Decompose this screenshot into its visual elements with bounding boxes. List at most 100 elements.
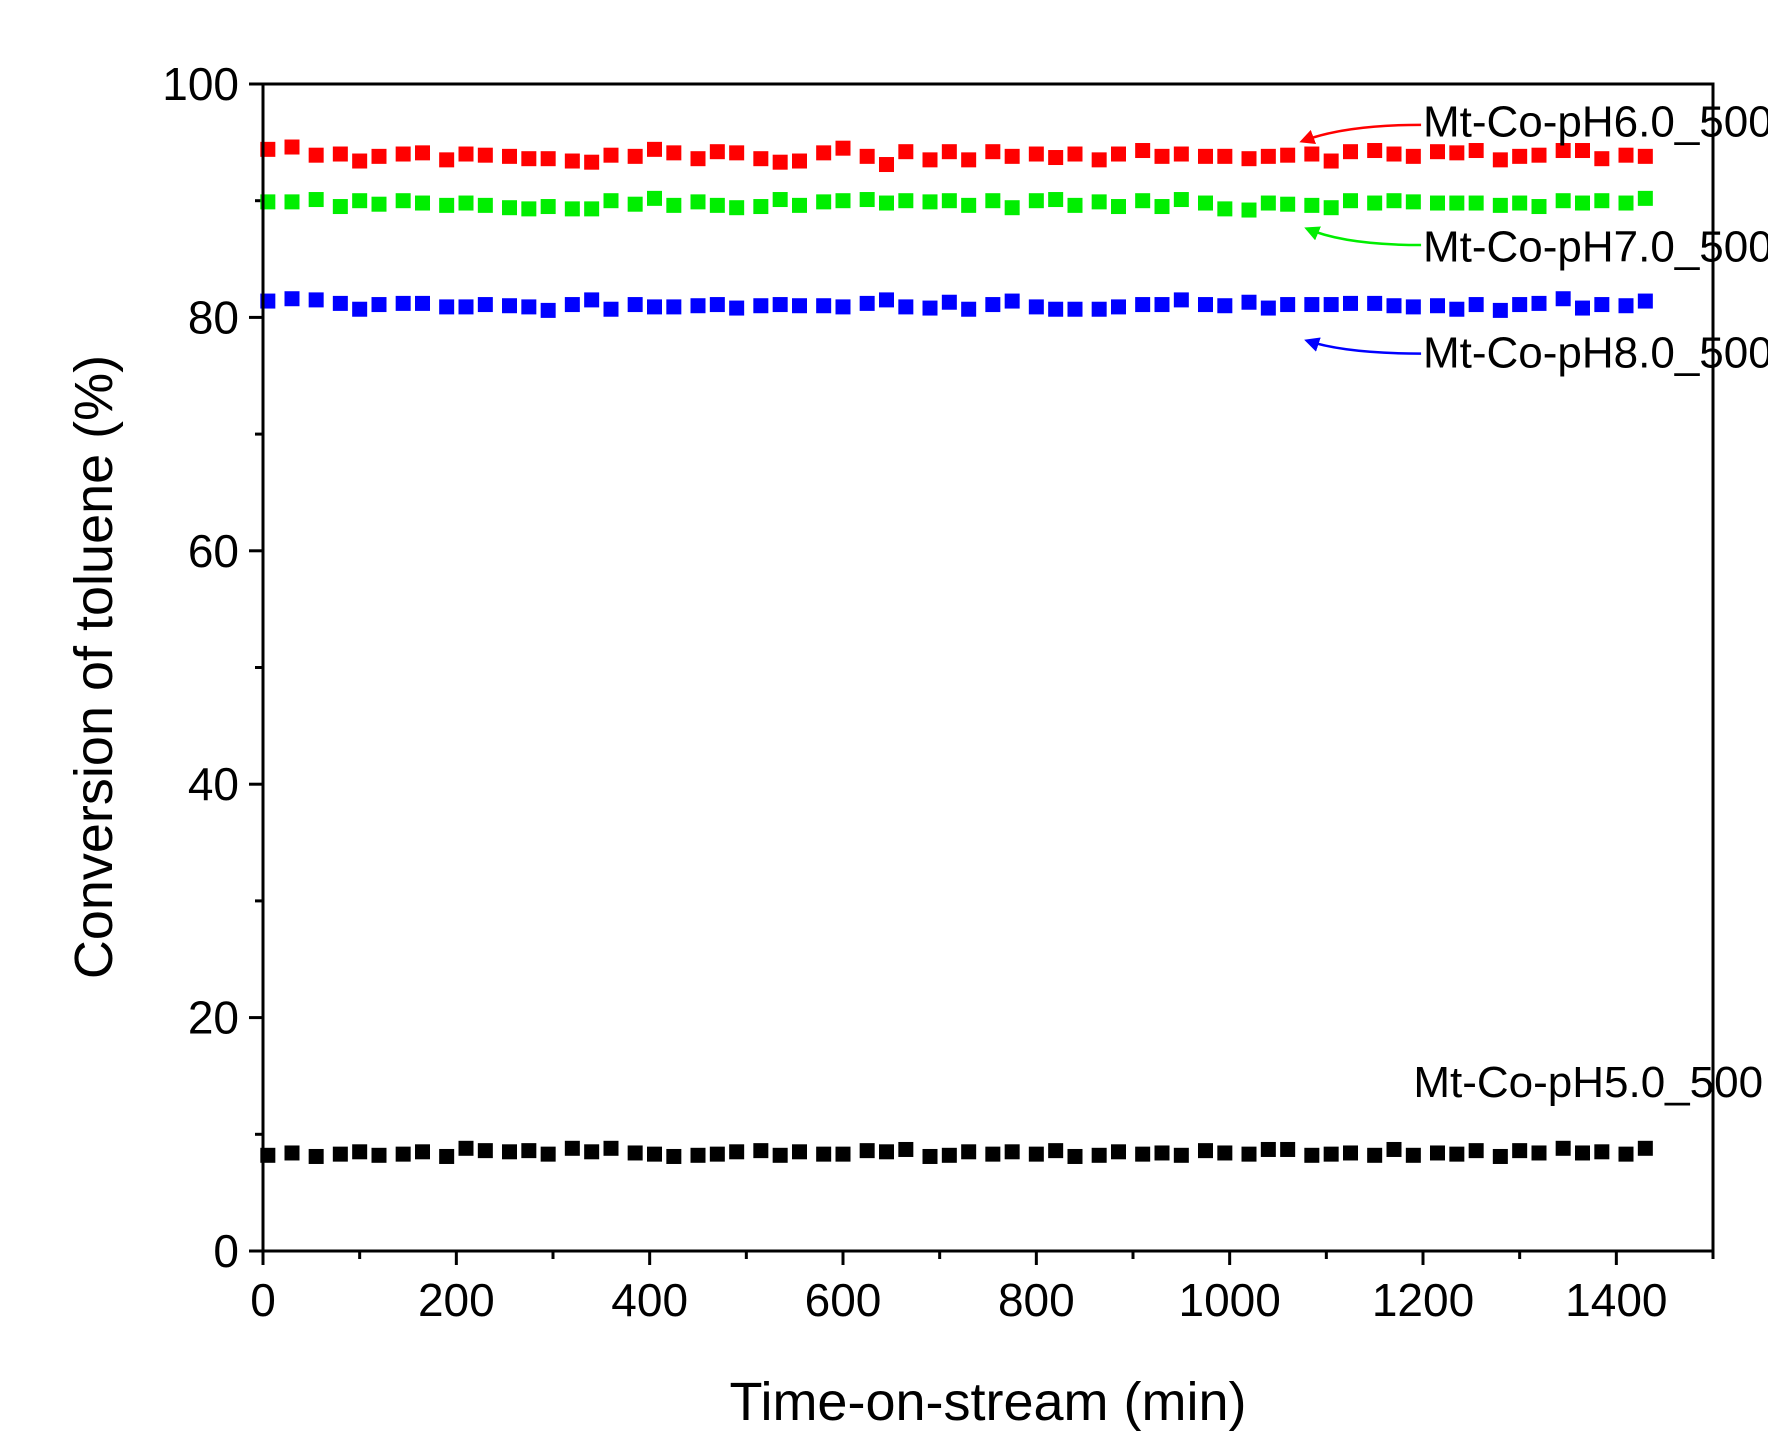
data-point — [1575, 1145, 1590, 1161]
data-point — [1492, 152, 1508, 168]
data-point — [1449, 301, 1465, 317]
data-point — [1004, 148, 1020, 164]
data-point — [1135, 1146, 1151, 1162]
y-tick-label: 40 — [188, 758, 239, 810]
data-point — [1637, 148, 1653, 164]
y-tick-label: 0 — [213, 1225, 239, 1277]
data-point — [1260, 1141, 1276, 1157]
data-point — [308, 1148, 324, 1164]
data-point — [1280, 147, 1296, 163]
data-point — [1430, 298, 1445, 314]
data-point — [1594, 151, 1610, 167]
data-point — [415, 295, 430, 311]
data-point — [666, 299, 682, 315]
data-point — [835, 193, 851, 209]
data-point — [1323, 1146, 1339, 1162]
data-point — [753, 151, 769, 167]
data-point — [521, 201, 537, 217]
data-point — [1323, 200, 1339, 216]
data-point — [1323, 153, 1339, 169]
data-point — [458, 299, 474, 315]
data-point — [1067, 146, 1083, 162]
data-point — [1343, 295, 1358, 311]
data-point — [816, 194, 832, 210]
data-point — [308, 192, 324, 208]
data-point — [835, 299, 851, 315]
data-point — [1217, 1145, 1233, 1161]
data-point — [1260, 195, 1276, 211]
data-point — [666, 1148, 682, 1164]
data-point — [1367, 195, 1383, 211]
data-point — [1618, 195, 1634, 211]
data-point — [961, 197, 977, 213]
x-tick-label: 0 — [250, 1274, 276, 1326]
data-point — [1304, 146, 1320, 162]
data-point — [332, 1146, 348, 1162]
data-point — [502, 148, 517, 164]
x-tick-label: 800 — [998, 1274, 1075, 1326]
data-point — [941, 193, 957, 209]
data-point — [1618, 298, 1634, 314]
data-point — [1280, 1141, 1296, 1157]
data-point — [1280, 297, 1296, 313]
data-point — [1173, 192, 1189, 208]
data-point — [352, 193, 368, 209]
data-point — [284, 291, 300, 307]
data-point — [1367, 295, 1383, 311]
data-point — [1067, 197, 1083, 213]
x-tick-label: 600 — [805, 1274, 882, 1326]
data-point — [941, 1147, 957, 1163]
data-point — [1241, 202, 1257, 218]
data-point — [352, 301, 368, 317]
data-point — [792, 153, 807, 169]
data-point — [1430, 195, 1445, 211]
data-point — [816, 298, 832, 314]
data-point — [603, 193, 619, 209]
data-point — [772, 297, 788, 313]
y-tick-label: 60 — [188, 525, 239, 577]
data-point — [792, 197, 807, 213]
data-point — [458, 1140, 474, 1156]
data-point — [395, 146, 411, 162]
data-point — [816, 1146, 832, 1162]
series-1 — [260, 139, 1653, 173]
data-point — [371, 297, 387, 313]
data-point — [772, 1147, 788, 1163]
data-point — [729, 300, 745, 316]
series-labels-layer: Mt-Co-pH6.0_500 Mt-Co-pH7.0_500 Mt-Co-pH8.… — [1299, 98, 1768, 1107]
data-point — [1555, 143, 1571, 159]
data-point — [985, 144, 1001, 160]
data-point — [1575, 143, 1590, 159]
data-point — [647, 1146, 662, 1162]
data-point — [941, 294, 957, 310]
data-point — [1343, 193, 1358, 209]
data-point — [690, 194, 706, 210]
data-point — [1241, 151, 1257, 167]
data-point — [922, 300, 938, 316]
data-point — [584, 201, 600, 217]
data-point — [1512, 195, 1528, 211]
series-label: Mt-Co-pH5.0_500 — [1413, 1058, 1763, 1107]
data-point — [502, 298, 517, 314]
data-point — [477, 197, 493, 213]
y-tick-label: 80 — [188, 291, 239, 343]
data-point — [1111, 199, 1126, 215]
data-point — [1531, 199, 1547, 215]
data-point — [1492, 197, 1508, 213]
data-point — [709, 297, 725, 313]
data-point — [1386, 193, 1402, 209]
data-point — [941, 144, 957, 160]
data-point — [395, 193, 411, 209]
data-point — [898, 299, 914, 315]
data-point — [922, 152, 938, 168]
data-point — [1048, 1143, 1064, 1159]
data-point — [477, 297, 493, 313]
data-point — [1217, 298, 1233, 314]
data-point — [647, 141, 662, 157]
y-tick-label: 100 — [162, 58, 239, 110]
data-point — [540, 199, 556, 215]
data-point — [502, 200, 517, 216]
